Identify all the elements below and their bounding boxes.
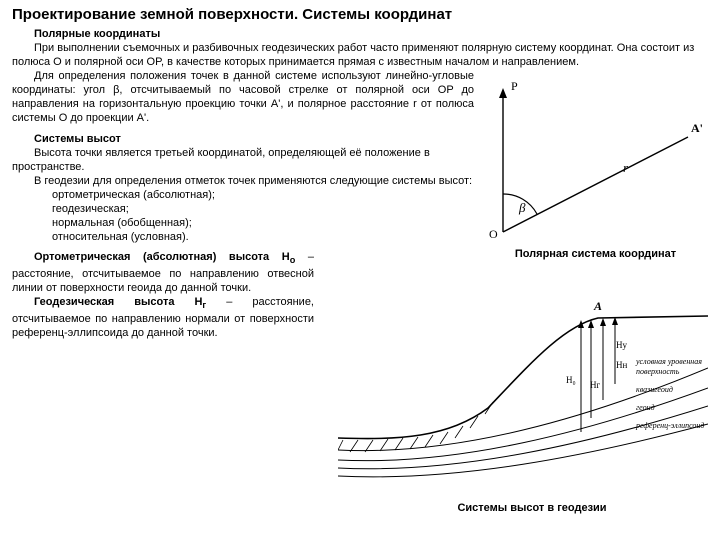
geod-label: Геодезическая высота H bbox=[34, 296, 202, 308]
geoid-s4: геоид bbox=[636, 403, 655, 412]
polar-intro: Полярные координаты При выполнении съемо… bbox=[12, 27, 708, 69]
polar-figure: P A' r β O bbox=[483, 82, 708, 242]
polar-P: P bbox=[511, 82, 518, 93]
heights-l4: относительная (условная). bbox=[12, 230, 474, 244]
polar-beta: β bbox=[518, 200, 526, 215]
geoid-H0: H₀ bbox=[566, 375, 576, 385]
geoid-s1: условная уровенная bbox=[635, 357, 702, 366]
heights-heading: Системы высот bbox=[34, 133, 121, 145]
ortho-label: Ортометрическая (абсолютная) высота H bbox=[34, 251, 290, 263]
geoid-figure: A H₀ Hг Hу Hн условная уровенная поверхн… bbox=[338, 288, 708, 428]
heights-block: Системы высот Высота точки является трет… bbox=[12, 132, 474, 245]
heights-p1: Высота точки является третьей координато… bbox=[12, 146, 474, 174]
heights-l1: ортометрическая (абсолютная); bbox=[12, 188, 474, 202]
geoid-A: A bbox=[593, 299, 602, 313]
heights-l2: геодезическая; bbox=[12, 202, 474, 216]
bottom-block: Ортометрическая (абсолютная) высота Hо –… bbox=[12, 250, 314, 340]
page-title: Проектирование земной поверхности. Систе… bbox=[12, 6, 710, 23]
polar-O: O bbox=[489, 227, 498, 241]
heights-l3: нормальная (обобщенная); bbox=[12, 216, 474, 230]
page: Проектирование земной поверхности. Систе… bbox=[0, 0, 720, 540]
geoid-Hn: Hн bbox=[616, 360, 627, 370]
geoid-s5: референц-эллипсоид bbox=[635, 421, 704, 430]
geoid-Hr: Hг bbox=[590, 380, 600, 390]
polar-p2-wrap: Для определения положения точек в данной… bbox=[12, 69, 474, 125]
polar-p2: Для определения положения точек в данной… bbox=[12, 69, 474, 125]
heights-p2: В геодезии для определения отметок точек… bbox=[12, 174, 474, 188]
geoid-s2: поверхность bbox=[636, 367, 680, 376]
polar-A: A' bbox=[691, 121, 703, 135]
geoid-Hy: Hу bbox=[616, 340, 627, 350]
geoid-s3: квазигеоид bbox=[636, 385, 673, 394]
polar-heading: Полярные координаты bbox=[34, 28, 160, 40]
polar-caption: Полярная система координат bbox=[483, 248, 708, 260]
polar-p1: При выполнении съемочных и разбивочных г… bbox=[12, 41, 708, 69]
geoid-caption: Системы высот в геодезии bbox=[372, 502, 692, 514]
